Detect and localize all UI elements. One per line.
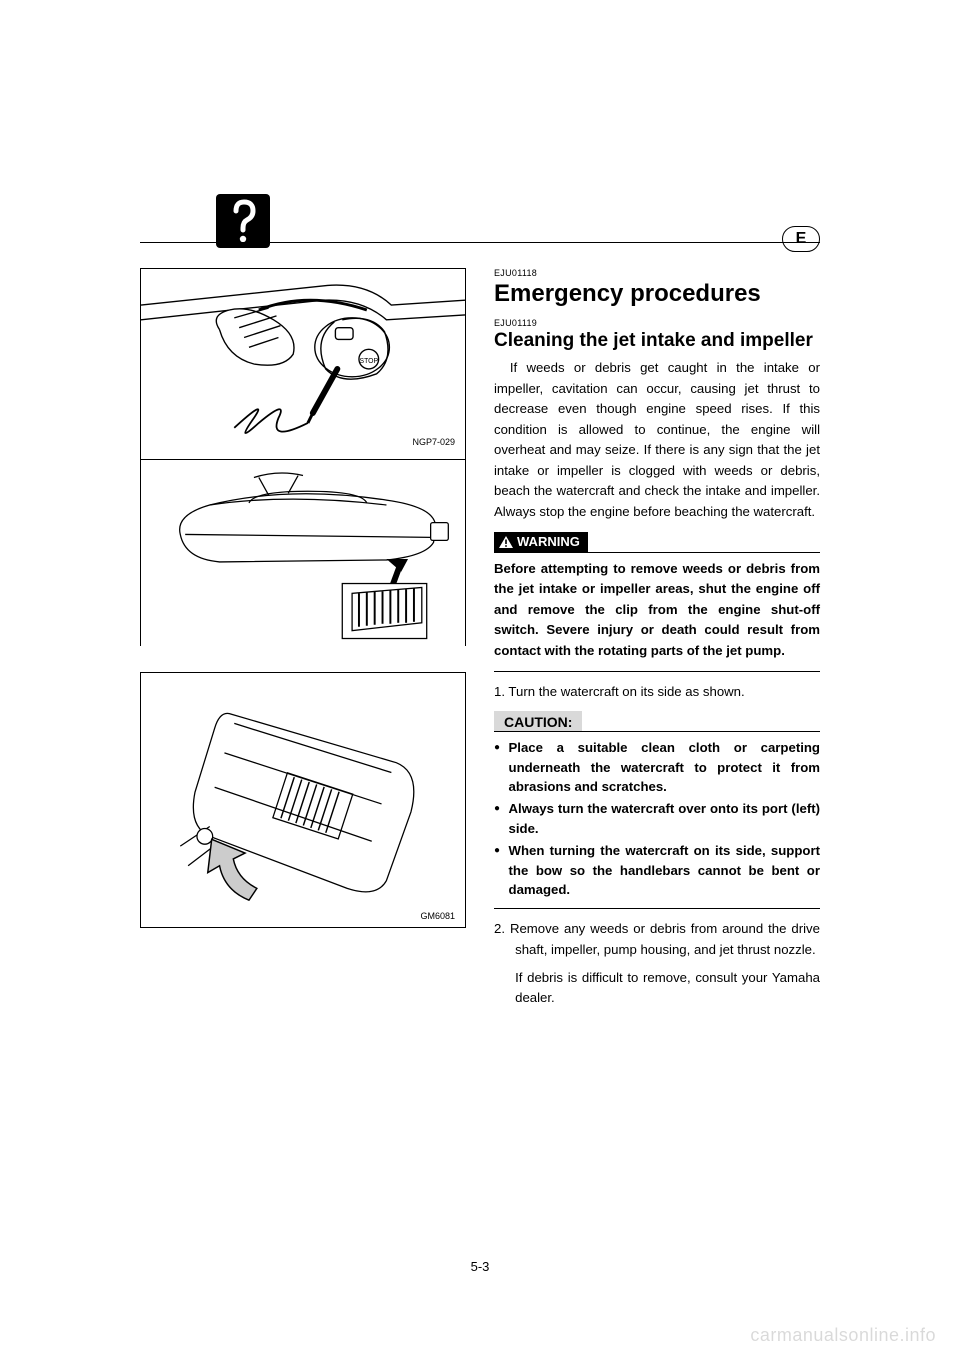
left-column: STOP NGP7-029: [140, 268, 466, 1009]
warning-text: Before attempting to remove weeds or deb…: [494, 559, 820, 661]
figure-label-2: GM6081: [420, 911, 455, 921]
caution-list: Place a suitable clean cloth or carpetin…: [494, 738, 820, 900]
warning-badge: WARNING: [494, 532, 588, 552]
caution-item: Place a suitable clean cloth or carpetin…: [494, 738, 820, 797]
divider-after-warning: [494, 671, 820, 672]
step-list-2: 2. Remove any weeds or debris from aroun…: [494, 919, 820, 960]
caution-item: Always turn the watercraft over onto its…: [494, 799, 820, 839]
manual-page: E STOP: [0, 0, 960, 1358]
ref-code-1: EJU01118: [494, 268, 820, 278]
divider-after-caution: [494, 908, 820, 909]
watercraft-side-illustration: [141, 673, 465, 927]
caution-item: When turning the watercraft on its side,…: [494, 841, 820, 900]
content-columns: STOP NGP7-029: [140, 268, 820, 1009]
step-2-sub: If debris is difficult to remove, consul…: [494, 968, 820, 1009]
watermark: carmanualsonline.info: [750, 1325, 936, 1346]
svg-text:STOP: STOP: [360, 358, 379, 365]
heading-emergency-procedures: Emergency procedures: [494, 280, 820, 308]
figure-controls-and-intake: STOP NGP7-029: [140, 268, 466, 646]
heading-cleaning-jet-intake: Cleaning the jet intake and impeller: [494, 330, 820, 353]
caution-badge: CAUTION:: [494, 711, 582, 731]
warning-badge-row: WARNING: [494, 532, 820, 553]
right-column: EJU01118 Emergency procedures EJU01119 C…: [494, 268, 820, 1009]
figure-label-1: NGP7-029: [412, 437, 455, 447]
header-rule: [140, 242, 820, 243]
caution-badge-row: CAUTION:: [494, 711, 820, 732]
step-1: 1. Turn the watercraft on its side as sh…: [494, 682, 820, 702]
step-2: 2. Remove any weeds or debris from aroun…: [494, 919, 820, 960]
ref-code-2: EJU01119: [494, 318, 820, 328]
warning-icon: [498, 535, 514, 549]
troubleshooting-tab-icon: [216, 194, 270, 248]
step-list-1: 1. Turn the watercraft on its side as sh…: [494, 682, 820, 702]
figure-watercraft-on-side: GM6081: [140, 672, 466, 928]
page-number: 5-3: [0, 1259, 960, 1274]
intro-paragraph: If weeds or debris get caught in the int…: [494, 358, 820, 522]
language-badge: E: [782, 226, 820, 252]
watercraft-intake-illustration: [141, 464, 465, 652]
handlebar-illustration: STOP: [141, 269, 465, 459]
